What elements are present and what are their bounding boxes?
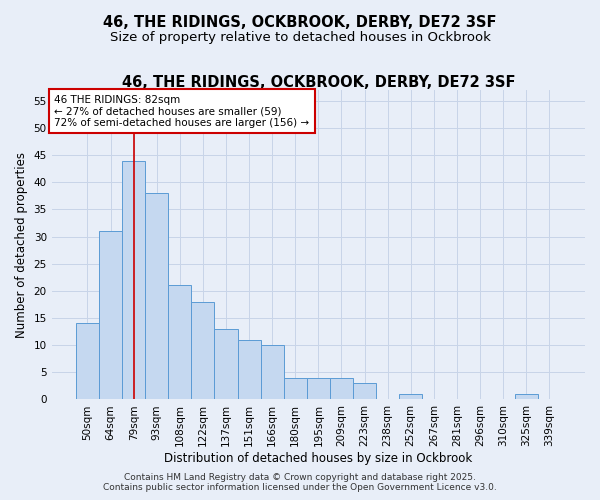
Bar [260, 345, 284, 400]
Text: 46, THE RIDINGS, OCKBROOK, DERBY, DE72 3SF: 46, THE RIDINGS, OCKBROOK, DERBY, DE72 3… [103, 15, 497, 30]
Bar [515, 394, 538, 400]
Bar [307, 378, 330, 400]
Bar [238, 340, 260, 400]
Bar [214, 329, 238, 400]
Bar [99, 231, 122, 400]
Bar [353, 383, 376, 400]
Title: 46, THE RIDINGS, OCKBROOK, DERBY, DE72 3SF: 46, THE RIDINGS, OCKBROOK, DERBY, DE72 3… [122, 75, 515, 90]
Text: 46 THE RIDINGS: 82sqm
← 27% of detached houses are smaller (59)
72% of semi-deta: 46 THE RIDINGS: 82sqm ← 27% of detached … [55, 94, 310, 128]
Bar [76, 324, 99, 400]
Text: Contains HM Land Registry data © Crown copyright and database right 2025.
Contai: Contains HM Land Registry data © Crown c… [103, 473, 497, 492]
Bar [191, 302, 214, 400]
Bar [122, 160, 145, 400]
X-axis label: Distribution of detached houses by size in Ockbrook: Distribution of detached houses by size … [164, 452, 472, 465]
Y-axis label: Number of detached properties: Number of detached properties [15, 152, 28, 338]
Bar [168, 286, 191, 400]
Bar [330, 378, 353, 400]
Bar [145, 193, 168, 400]
Bar [399, 394, 422, 400]
Text: Size of property relative to detached houses in Ockbrook: Size of property relative to detached ho… [110, 31, 490, 44]
Bar [284, 378, 307, 400]
